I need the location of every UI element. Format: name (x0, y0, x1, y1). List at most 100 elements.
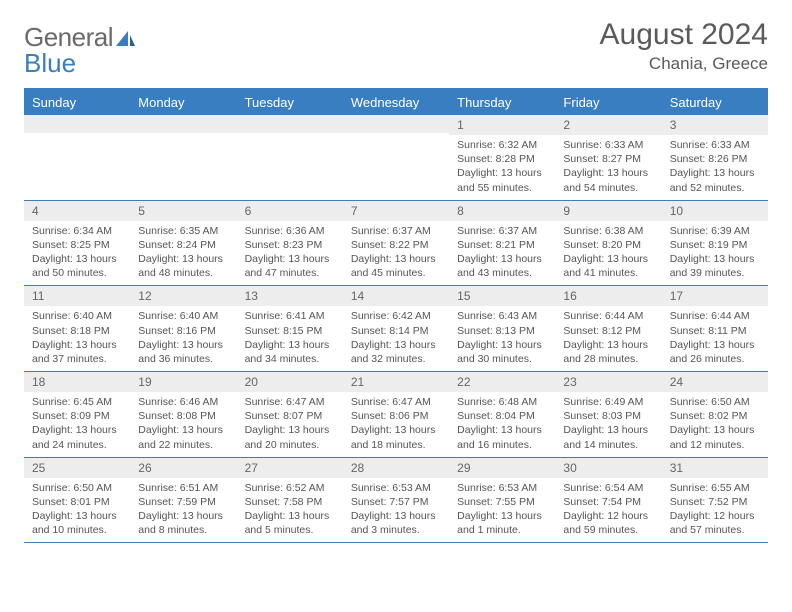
daylight-text: Daylight: 13 hours and 24 minutes. (32, 423, 122, 451)
calendar-cell: 10Sunrise: 6:39 AMSunset: 8:19 PMDayligh… (662, 201, 768, 286)
day-details: Sunrise: 6:46 AMSunset: 8:08 PMDaylight:… (130, 392, 236, 457)
daylight-text: Daylight: 13 hours and 10 minutes. (32, 509, 122, 537)
calendar-cell: 21Sunrise: 6:47 AMSunset: 8:06 PMDayligh… (343, 372, 449, 457)
location: Chania, Greece (600, 54, 768, 74)
sunset-text: Sunset: 8:15 PM (245, 324, 335, 338)
day-details: Sunrise: 6:48 AMSunset: 8:04 PMDaylight:… (449, 392, 555, 457)
day-number: 4 (24, 201, 130, 221)
day-details: Sunrise: 6:53 AMSunset: 7:57 PMDaylight:… (343, 478, 449, 543)
day-number: 22 (449, 372, 555, 392)
calendar-cell: 28Sunrise: 6:53 AMSunset: 7:57 PMDayligh… (343, 458, 449, 543)
sunrise-text: Sunrise: 6:48 AM (457, 395, 547, 409)
calendar-cell: 6Sunrise: 6:36 AMSunset: 8:23 PMDaylight… (237, 201, 343, 286)
sunset-text: Sunset: 8:28 PM (457, 152, 547, 166)
day-header-sun: Sunday (24, 90, 130, 115)
daylight-text: Daylight: 13 hours and 37 minutes. (32, 338, 122, 366)
sunset-text: Sunset: 8:03 PM (563, 409, 653, 423)
calendar-cell: 20Sunrise: 6:47 AMSunset: 8:07 PMDayligh… (237, 372, 343, 457)
sunset-text: Sunset: 8:02 PM (670, 409, 760, 423)
daylight-text: Daylight: 12 hours and 57 minutes. (670, 509, 760, 537)
calendar-cell: 22Sunrise: 6:48 AMSunset: 8:04 PMDayligh… (449, 372, 555, 457)
sunset-text: Sunset: 8:04 PM (457, 409, 547, 423)
day-number: 5 (130, 201, 236, 221)
day-header-thu: Thursday (449, 90, 555, 115)
day-details: Sunrise: 6:49 AMSunset: 8:03 PMDaylight:… (555, 392, 661, 457)
day-details: Sunrise: 6:34 AMSunset: 8:25 PMDaylight:… (24, 221, 130, 286)
day-number (237, 115, 343, 133)
sunrise-text: Sunrise: 6:40 AM (138, 309, 228, 323)
daylight-text: Daylight: 13 hours and 5 minutes. (245, 509, 335, 537)
day-number: 12 (130, 286, 236, 306)
sunrise-text: Sunrise: 6:52 AM (245, 481, 335, 495)
sunset-text: Sunset: 8:06 PM (351, 409, 441, 423)
sunrise-text: Sunrise: 6:55 AM (670, 481, 760, 495)
calendar-cell (237, 115, 343, 200)
calendar-cell: 31Sunrise: 6:55 AMSunset: 7:52 PMDayligh… (662, 458, 768, 543)
sunset-text: Sunset: 8:27 PM (563, 152, 653, 166)
calendar-cell: 12Sunrise: 6:40 AMSunset: 8:16 PMDayligh… (130, 286, 236, 371)
sunrise-text: Sunrise: 6:34 AM (32, 224, 122, 238)
daylight-text: Daylight: 13 hours and 16 minutes. (457, 423, 547, 451)
sunrise-text: Sunrise: 6:32 AM (457, 138, 547, 152)
daylight-text: Daylight: 13 hours and 52 minutes. (670, 166, 760, 194)
daylight-text: Daylight: 13 hours and 22 minutes. (138, 423, 228, 451)
daylight-text: Daylight: 13 hours and 45 minutes. (351, 252, 441, 280)
day-number: 19 (130, 372, 236, 392)
calendar-cell: 9Sunrise: 6:38 AMSunset: 8:20 PMDaylight… (555, 201, 661, 286)
sunrise-text: Sunrise: 6:49 AM (563, 395, 653, 409)
calendar-cell: 15Sunrise: 6:43 AMSunset: 8:13 PMDayligh… (449, 286, 555, 371)
day-details: Sunrise: 6:47 AMSunset: 8:07 PMDaylight:… (237, 392, 343, 457)
day-number: 11 (24, 286, 130, 306)
day-number: 18 (24, 372, 130, 392)
sunset-text: Sunset: 7:55 PM (457, 495, 547, 509)
sunrise-text: Sunrise: 6:44 AM (670, 309, 760, 323)
calendar-cell: 1Sunrise: 6:32 AMSunset: 8:28 PMDaylight… (449, 115, 555, 200)
sunset-text: Sunset: 8:12 PM (563, 324, 653, 338)
daylight-text: Daylight: 13 hours and 43 minutes. (457, 252, 547, 280)
sunrise-text: Sunrise: 6:33 AM (563, 138, 653, 152)
sunrise-text: Sunrise: 6:38 AM (563, 224, 653, 238)
daylight-text: Daylight: 13 hours and 14 minutes. (563, 423, 653, 451)
sunrise-text: Sunrise: 6:50 AM (670, 395, 760, 409)
sunset-text: Sunset: 8:08 PM (138, 409, 228, 423)
week-row: 18Sunrise: 6:45 AMSunset: 8:09 PMDayligh… (24, 372, 768, 458)
week-row: 1 Sunrise: 6:32 AMSunset: 8:28 PM Daylight… (24, 115, 768, 201)
calendar-cell: 24Sunrise: 6:50 AMSunset: 8:02 PMDayligh… (662, 372, 768, 457)
day-number: 28 (343, 458, 449, 478)
day-number: 23 (555, 372, 661, 392)
calendar-cell: 11Sunrise: 6:40 AMSunset: 8:18 PMDayligh… (24, 286, 130, 371)
day-details: Sunrise: 6:53 AMSunset: 7:55 PMDaylight:… (449, 478, 555, 543)
sunrise-text: Sunrise: 6:44 AM (563, 309, 653, 323)
sunset-text: Sunset: 8:26 PM (670, 152, 760, 166)
day-number: 27 (237, 458, 343, 478)
daylight-text: Daylight: 13 hours and 54 minutes. (563, 166, 653, 194)
calendar-cell: 2Sunrise: 6:33 AMSunset: 8:27 PMDaylight… (555, 115, 661, 200)
calendar-cell (343, 115, 449, 200)
day-details: Sunrise: 6:39 AMSunset: 8:19 PMDaylight:… (662, 221, 768, 286)
daylight-text: Daylight: 13 hours and 12 minutes. (670, 423, 760, 451)
sunset-text: Sunset: 8:20 PM (563, 238, 653, 252)
logo-text-2: Blue (24, 48, 76, 79)
calendar-cell: 25Sunrise: 6:50 AMSunset: 8:01 PMDayligh… (24, 458, 130, 543)
daylight-text: Daylight: 13 hours and 28 minutes. (563, 338, 653, 366)
day-number: 31 (662, 458, 768, 478)
day-header-mon: Monday (130, 90, 236, 115)
sunrise-text: Sunrise: 6:54 AM (563, 481, 653, 495)
daylight-text: Daylight: 13 hours and 1 minute. (457, 509, 547, 537)
sunrise-text: Sunrise: 6:50 AM (32, 481, 122, 495)
calendar-cell (130, 115, 236, 200)
day-details (130, 133, 236, 191)
day-header-wed: Wednesday (343, 90, 449, 115)
daylight-text: Daylight: 12 hours and 59 minutes. (563, 509, 653, 537)
day-header-fri: Friday (555, 90, 661, 115)
calendar-cell: 16Sunrise: 6:44 AMSunset: 8:12 PMDayligh… (555, 286, 661, 371)
day-details: Sunrise: 6:40 AMSunset: 8:16 PMDaylight:… (130, 306, 236, 371)
sunset-text: Sunset: 8:13 PM (457, 324, 547, 338)
day-number: 6 (237, 201, 343, 221)
sunset-text: Sunset: 8:11 PM (670, 324, 760, 338)
day-number: 25 (24, 458, 130, 478)
day-details: Sunrise: 6:37 AMSunset: 8:21 PMDaylight:… (449, 221, 555, 286)
sunset-text: Sunset: 8:19 PM (670, 238, 760, 252)
day-number: 1 (449, 115, 555, 135)
calendar-cell: 19Sunrise: 6:46 AMSunset: 8:08 PMDayligh… (130, 372, 236, 457)
